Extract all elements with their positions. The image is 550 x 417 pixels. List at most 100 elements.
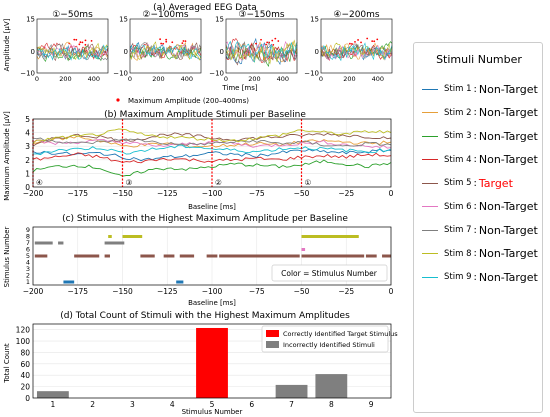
b-ytick-label: 1: [25, 169, 30, 178]
legend-row-stim-6: Stim 6: Non-Target: [422, 199, 538, 215]
legend-separator: :: [473, 177, 477, 189]
panel-d-title: (d) Total Count of Stimuli with the High…: [60, 311, 350, 321]
a-xtick-label: 0: [319, 75, 323, 83]
legend-status-label: Non-Target: [478, 247, 538, 260]
eeg-trace: [225, 37, 298, 63]
legend-status-label: Non-Target: [478, 106, 538, 119]
c-xtick-label: −75: [249, 287, 265, 296]
a-xtick-label: 400: [277, 75, 289, 83]
a-ytick-label: 15: [310, 16, 319, 24]
d-xtick-label: 7: [289, 400, 294, 409]
max-amplitude-point: [90, 40, 93, 42]
a-ytick-label: −10: [304, 70, 319, 78]
a-ytick-label: 15: [119, 16, 128, 24]
c-ytick-label: 3: [26, 265, 30, 273]
max-amplitude-point: [351, 42, 353, 45]
max-amplitude-point: [73, 38, 76, 41]
legend-separator: :: [473, 271, 477, 283]
panel-a-marker-legend: Maximum Amplitude (200–400ms): [116, 97, 249, 105]
legend-stim-label: Stim 8: [444, 248, 472, 259]
eeg-trace: [129, 43, 202, 60]
c-frame: [32, 226, 392, 286]
c-annotation-text: Color = Stimulus Number: [281, 269, 378, 278]
a-xtick-label: 400: [372, 75, 384, 83]
max-amplitude-point: [271, 39, 274, 42]
legend-status-label: Non-Target: [478, 153, 538, 166]
a-ytick-label: 0: [124, 48, 128, 56]
legend-row-stim-5: Stim 5: Target: [422, 175, 513, 191]
legend-line-swatch: [422, 112, 438, 113]
eeg-trace: [320, 44, 393, 60]
b-xtick-label: −150: [112, 189, 133, 198]
eeg-trace: [225, 40, 298, 63]
d-xtick-label: 4: [170, 400, 175, 409]
a-ytick-label: 15: [26, 16, 35, 24]
b-baseline-marker-label: ③: [126, 178, 133, 187]
d-legend-target-label: Correctly Identified Target Stimulus: [283, 330, 398, 338]
panel-a-title: (a) Averaged EEG Data: [153, 3, 257, 13]
d-xtick-label: 8: [329, 400, 334, 409]
legend-status-label: Target: [478, 176, 513, 190]
max-amplitude-point: [255, 42, 257, 45]
b-series-line-5: [32, 132, 392, 147]
d-legend-box: [261, 325, 389, 353]
legend-status-label: Non-Target: [478, 223, 538, 237]
legend-title: Stimuli Number: [436, 53, 522, 66]
a-ytick-label: 0: [220, 48, 224, 56]
d-legend-swatch-nontarget: [266, 341, 279, 348]
max-amplitude-point: [265, 43, 268, 46]
panel-a-ylabel: Amplitude [μV]: [3, 18, 11, 71]
max-amplitude-point: [260, 38, 262, 41]
c-ytick-label: 9: [26, 226, 30, 234]
eeg-subplot-label: ①−50ms: [52, 10, 93, 20]
d-xtick-label: 3: [130, 400, 135, 409]
eeg-trace: [320, 41, 393, 60]
a-xtick-label: 400: [88, 75, 100, 83]
max-amplitude-point: [277, 40, 280, 42]
b-xtick-label: −125: [157, 189, 178, 198]
d-bar-stim-5: [196, 327, 228, 398]
b-baseline-marker-label: ②: [215, 178, 222, 187]
max-amplitude-point: [357, 39, 359, 41]
legend-separator: :: [473, 154, 477, 165]
max-amplitude-point: [371, 40, 374, 43]
a-ytick-label: 0: [31, 48, 35, 56]
legend-separator: :: [473, 83, 477, 95]
b-baseline-marker-label: ④: [36, 178, 43, 187]
c-xtick-label: −25: [338, 287, 354, 296]
d-bar-stim-7: [275, 384, 308, 398]
d-ytick-label: 120: [16, 326, 31, 335]
b-series-line-3: [32, 159, 392, 177]
legend-stim-label: Stim 7: [444, 225, 472, 235]
a-ytick-label: 0: [315, 48, 319, 56]
c-xtick-label: −50: [294, 287, 310, 296]
max-amplitude-point: [182, 40, 185, 42]
panel-d-ylabel: Total Count: [3, 343, 11, 384]
c-xtick-label: −200: [23, 287, 44, 296]
b-xtick-label: −75: [249, 189, 265, 198]
max-amplitude-point: [274, 37, 277, 40]
max-amplitude-point: [272, 44, 275, 46]
a-ytick-label: −10: [209, 70, 224, 78]
legend-separator: :: [473, 130, 477, 142]
d-xtick-label: 2: [90, 400, 95, 409]
d-ytick-label: 80: [20, 348, 30, 357]
b-ytick-label: 5: [25, 115, 30, 124]
max-amplitude-point: [184, 40, 187, 43]
legend-stim-label: Stim 3: [444, 131, 472, 141]
b-ytick-label: 2: [25, 156, 30, 165]
legend-status-label: Non-Target: [478, 82, 538, 96]
legend-line-swatch: [422, 206, 438, 207]
d-ytick-label: 40: [20, 371, 30, 380]
a-xtick-label: 0: [128, 75, 132, 83]
stimuli-legend: Stimuli Number Stim 1: Non-Target Stim 2:N…: [413, 42, 543, 413]
eeg-subplot-frame: [36, 18, 109, 74]
c-xtick-label: −175: [67, 287, 88, 296]
legend-line-swatch: [422, 88, 438, 90]
d-legend: Correctly Identified Target Stimulus Inco…: [261, 325, 398, 353]
c-xtick-label: 0: [389, 287, 394, 296]
